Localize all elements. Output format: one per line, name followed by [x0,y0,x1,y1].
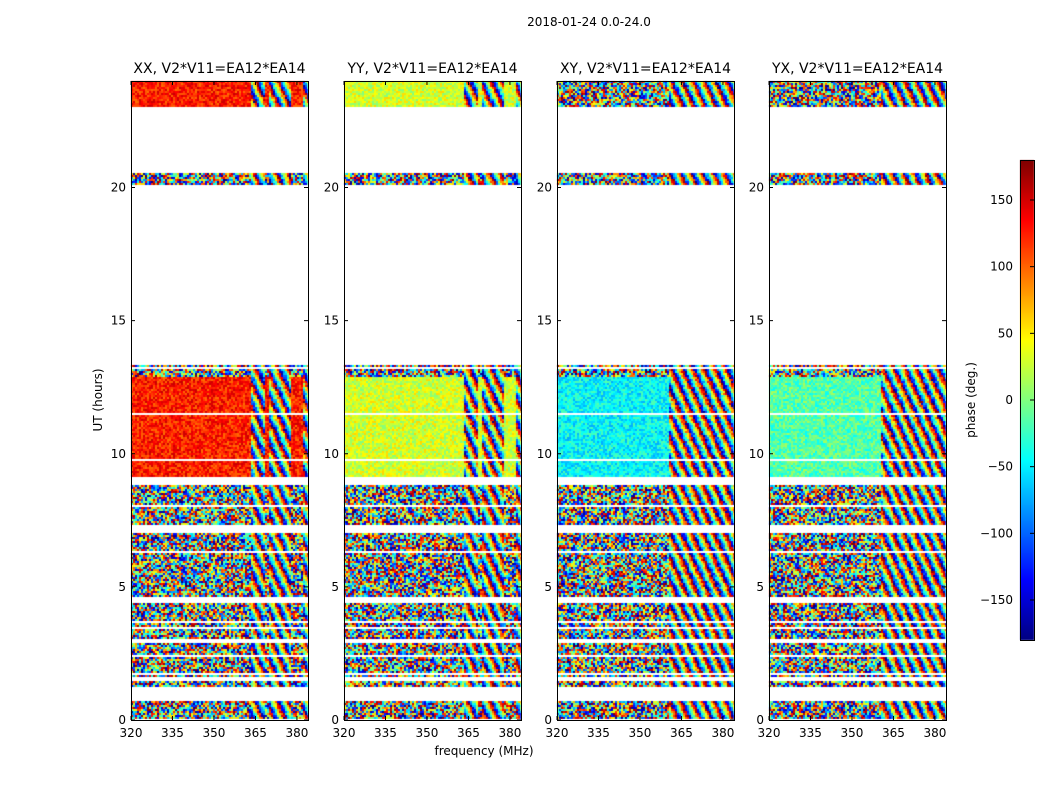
colorbar-tick-label: 100 [990,260,1013,274]
panel-frame [557,81,735,721]
colorbar-tick-label: 150 [990,193,1013,207]
x-tick-label: 380 [285,726,308,740]
colorbar-tick-label: 0 [1005,393,1013,407]
panel-title: XY, V2*V11=EA12*EA14 [560,61,731,77]
y-tick-label: 10 [111,447,126,461]
panel-frame [344,81,522,721]
y-tick-label: 10 [324,447,339,461]
y-tick-label: 10 [749,447,764,461]
x-tick-label: 380 [923,726,946,740]
x-tick-label: 350 [203,726,226,740]
x-tick-label: 335 [587,726,610,740]
y-tick-label: 15 [111,314,126,328]
y-tick-label: 20 [111,181,126,195]
x-tick-label: 350 [629,726,652,740]
y-tick-label: 0 [331,713,339,727]
y-tick-label: 0 [756,713,764,727]
y-tick-label: 5 [544,580,552,594]
y-axis-label: UT (hours) [91,368,105,431]
y-tick-label: 20 [324,181,339,195]
y-tick-label: 10 [537,447,552,461]
x-tick-label: 320 [758,726,781,740]
x-tick-label: 365 [670,726,693,740]
panel-title: YX, V2*V11=EA12*EA14 [771,61,943,77]
panel-frame [131,81,309,721]
y-tick-label: 5 [756,580,764,594]
x-tick-label: 380 [711,726,734,740]
y-tick-label: 20 [537,181,552,195]
x-tick-label: 335 [799,726,822,740]
panel-title: YY, V2*V11=EA12*EA14 [346,61,517,77]
figure-title: 2018-01-24 0.0-24.0 [527,15,651,29]
colorbar-frame [1020,160,1035,641]
y-tick-label: 0 [118,713,126,727]
x-tick-label: 335 [374,726,397,740]
y-tick-label: 20 [749,181,764,195]
x-tick-label: 335 [161,726,184,740]
x-tick-label: 350 [841,726,864,740]
panel-frame [769,81,947,721]
y-tick-label: 0 [544,713,552,727]
x-tick-label: 380 [498,726,521,740]
y-tick-label: 15 [749,314,764,328]
colorbar-tick-label: −100 [980,526,1013,540]
y-tick-label: 5 [331,580,339,594]
colorbar-tick-label: 50 [998,326,1013,340]
x-tick-label: 350 [416,726,439,740]
x-tick-label: 320 [120,726,143,740]
x-tick-label: 365 [457,726,480,740]
axes-layer: XX, V2*V11=EA12*EA14 320 335 350 365 380 0 5 10 1… [111,61,1035,740]
x-tick-label: 365 [244,726,267,740]
colorbar-tick-label: −150 [980,593,1013,607]
x-tick-label: 320 [546,726,569,740]
x-tick-label: 320 [333,726,356,740]
y-tick-label: 15 [537,314,552,328]
y-tick-label: 15 [324,314,339,328]
colorbar-label: phase (deg.) [964,362,978,438]
panel-title: XX, V2*V11=EA12*EA14 [133,61,305,77]
x-axis-label: frequency (MHz) [434,744,533,758]
x-tick-label: 365 [882,726,905,740]
colorbar-tick-label: −50 [988,460,1013,474]
y-tick-label: 5 [118,580,126,594]
